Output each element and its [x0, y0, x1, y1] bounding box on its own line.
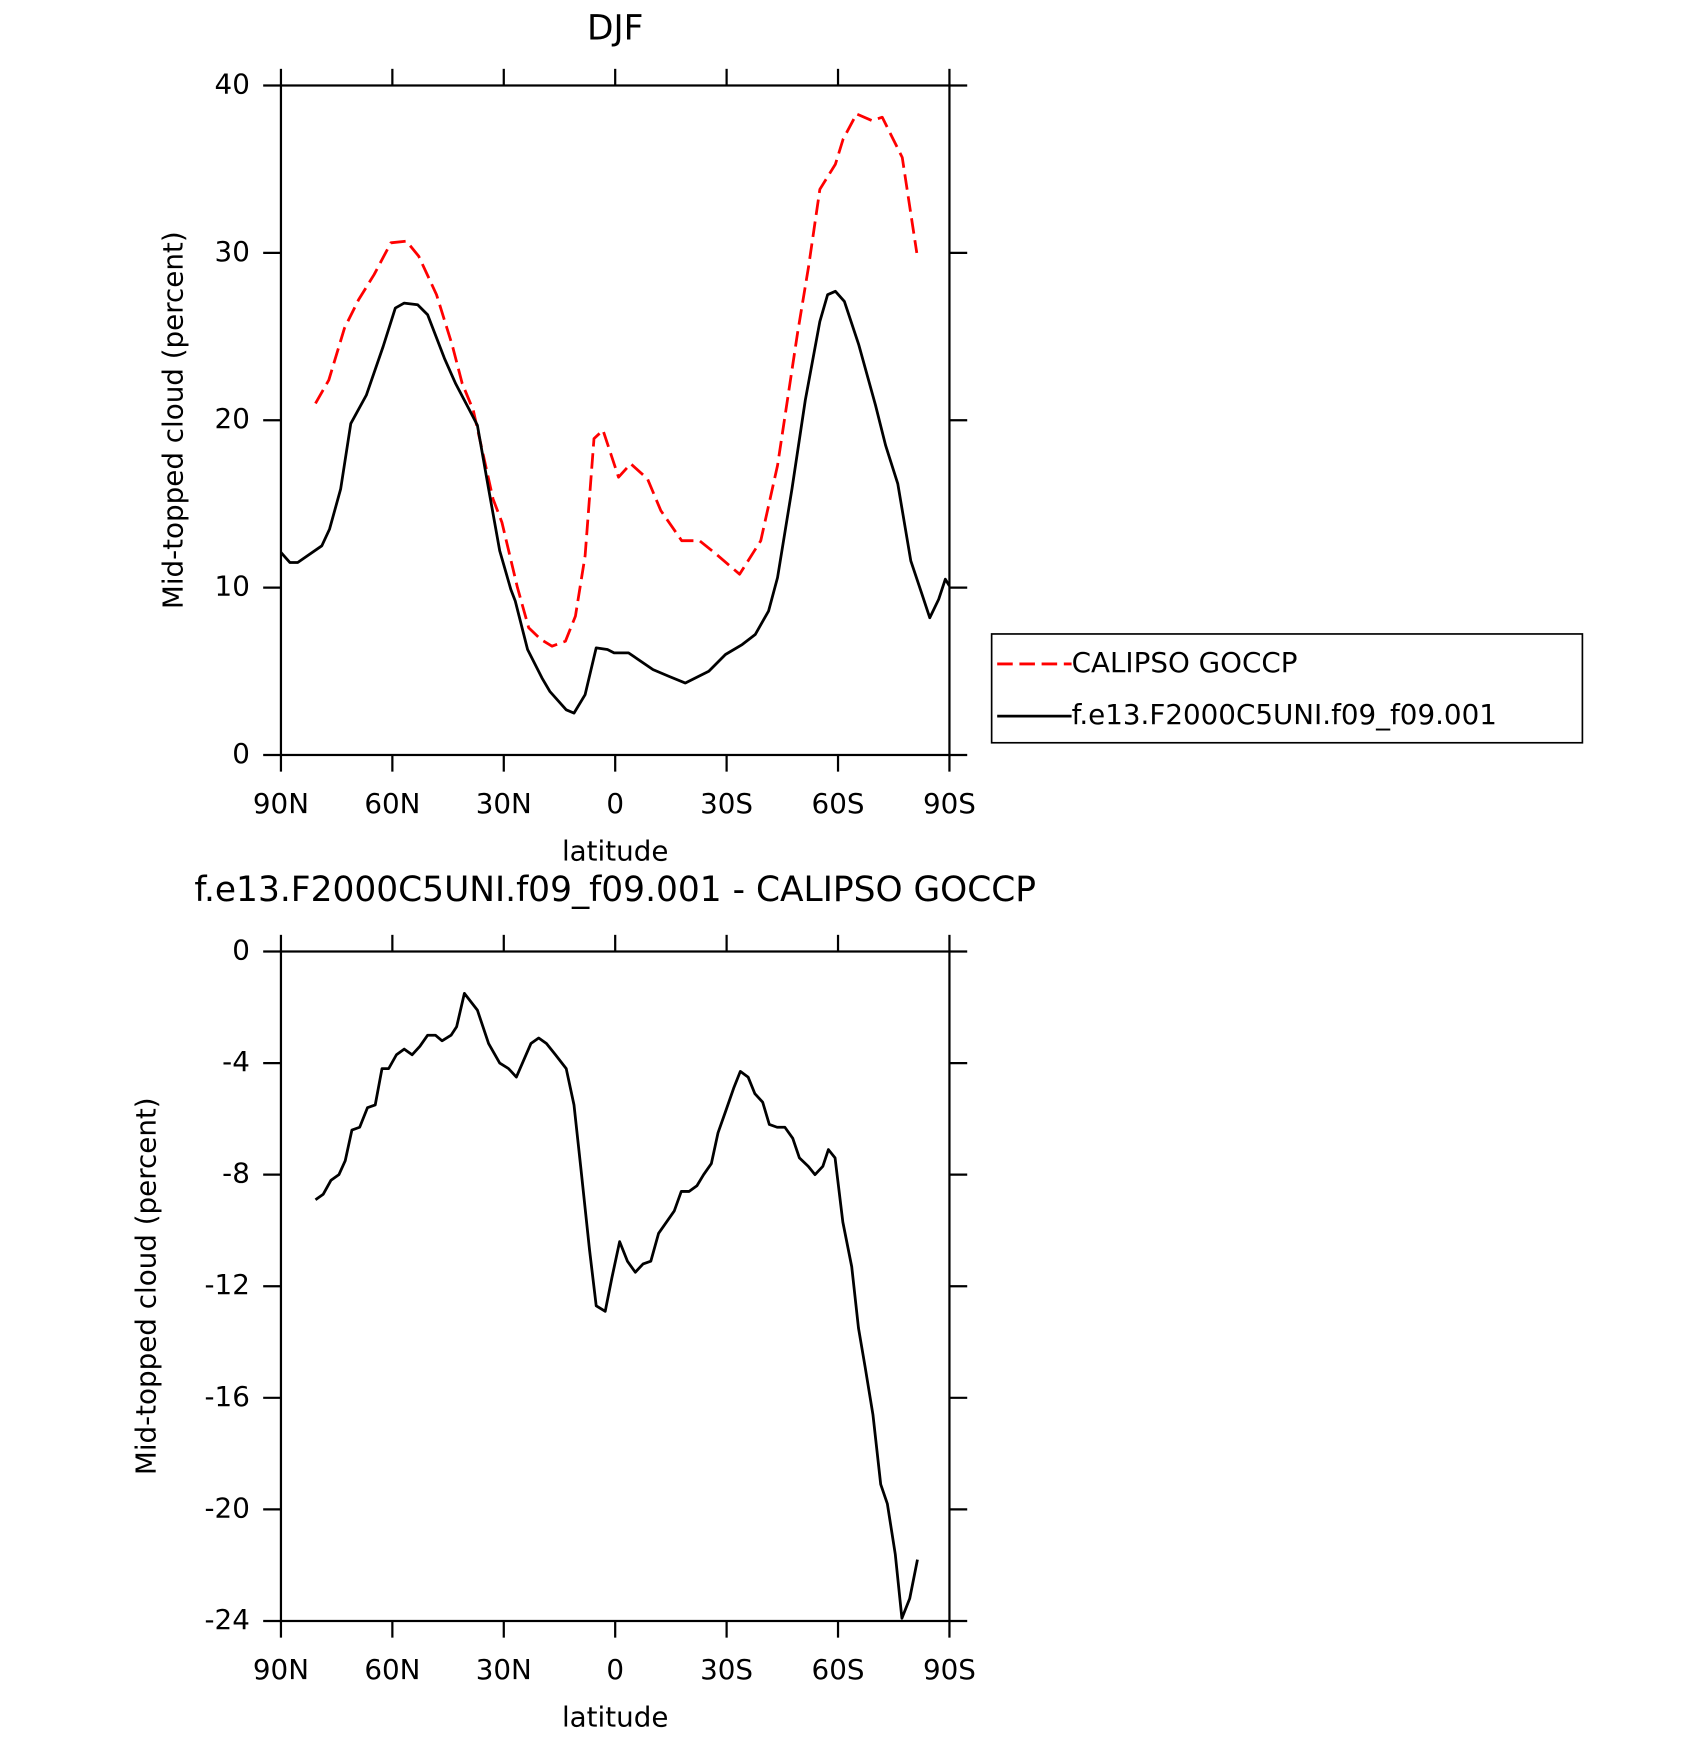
y-tick-label: 0 [232, 737, 250, 770]
x-tick-label: 0 [606, 787, 624, 820]
y-tick-label: -12 [205, 1268, 250, 1301]
y-tick-label: -24 [205, 1603, 250, 1636]
series-line [279, 289, 951, 715]
y-tick-label: -16 [205, 1380, 250, 1413]
x-tick-label: 60N [364, 787, 420, 820]
series-line [314, 112, 919, 648]
x-axis-label: latitude [562, 1701, 668, 1734]
series-line [314, 991, 919, 1620]
y-tick-label: 20 [215, 402, 250, 435]
x-tick-label: 30S [700, 787, 753, 820]
x-tick-label: 30N [476, 1653, 532, 1686]
chart-title: DJF [587, 8, 643, 48]
y-tick-label: 0 [232, 933, 250, 966]
y-axis-label: Mid-topped cloud (percent) [156, 231, 189, 609]
x-tick-label: 60S [812, 787, 865, 820]
y-tick-label: 10 [215, 570, 250, 603]
y-tick-label: -20 [205, 1491, 250, 1524]
x-axis-label: latitude [562, 835, 668, 868]
chart-title: f.e13.F2000C5UNI.f09_f09.001 - CALIPSO G… [194, 870, 1036, 910]
x-tick-label: 90N [253, 1653, 309, 1686]
y-tick-label: -8 [222, 1157, 250, 1190]
x-tick-label: 90S [923, 787, 976, 820]
x-tick-label: 30S [700, 1653, 753, 1686]
y-axis-label: Mid-topped cloud (percent) [130, 1097, 163, 1475]
plot-frame [279, 950, 951, 1623]
legend-label: CALIPSO GOCCP [1072, 646, 1298, 679]
x-tick-label: 90S [923, 1653, 976, 1686]
legend-label: f.e13.F2000C5UNI.f09_f09.001 [1072, 698, 1497, 731]
plot-frame [279, 84, 951, 757]
x-tick-label: 0 [606, 1653, 624, 1686]
x-tick-label: 90N [253, 787, 309, 820]
legend-box [990, 633, 1584, 744]
y-tick-label: 30 [215, 235, 250, 268]
y-tick-label: -4 [222, 1045, 250, 1078]
x-tick-label: 60N [364, 1653, 420, 1686]
y-tick-label: 40 [215, 67, 250, 100]
x-tick-label: 30N [476, 787, 532, 820]
x-tick-label: 60S [812, 1653, 865, 1686]
